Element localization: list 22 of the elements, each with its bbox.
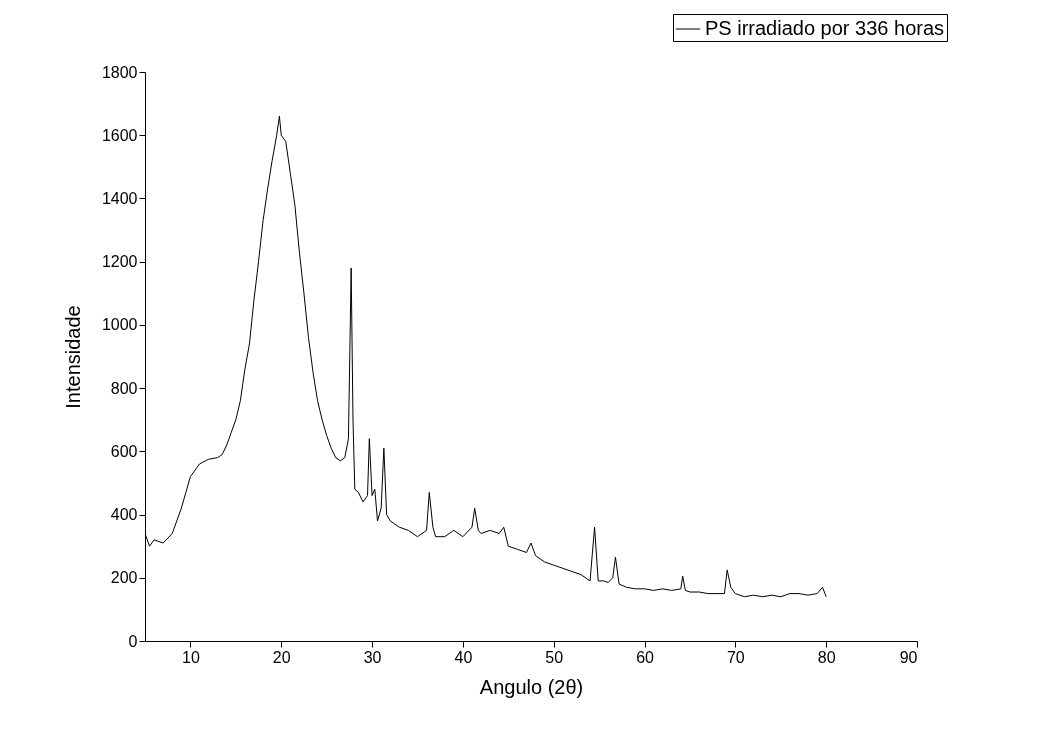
x-tick-label: 20	[272, 648, 291, 666]
x-tick-label: 60	[636, 648, 655, 666]
y-tick-label: 1600	[101, 126, 138, 144]
y-tick-label: 1000	[101, 316, 138, 334]
y-tick-label: 0	[128, 632, 138, 650]
x-tick-label: 30	[363, 648, 382, 666]
y-tick-label: 800	[110, 379, 138, 397]
x-tick-label: 40	[454, 648, 473, 666]
x-tick-label: 90	[899, 648, 918, 666]
y-tick-label: 200	[110, 569, 138, 587]
y-tick-label: 1400	[101, 189, 138, 207]
legend-label: PS irradiado por 336 horas	[705, 17, 945, 39]
y-tick-label: 600	[110, 442, 138, 460]
x-tick-label: 50	[545, 648, 564, 666]
x-tick-label: 80	[817, 648, 836, 666]
y-tick-label: 1800	[101, 63, 138, 81]
y-tick-label: 400	[110, 506, 138, 524]
y-tick-label: 1200	[101, 253, 138, 271]
y-axis-title: Intensidade	[61, 305, 84, 409]
x-tick-label: 10	[182, 648, 200, 666]
x-axis-title: Angulo (2θ)	[479, 675, 584, 698]
x-tick-label: 70	[726, 648, 745, 666]
